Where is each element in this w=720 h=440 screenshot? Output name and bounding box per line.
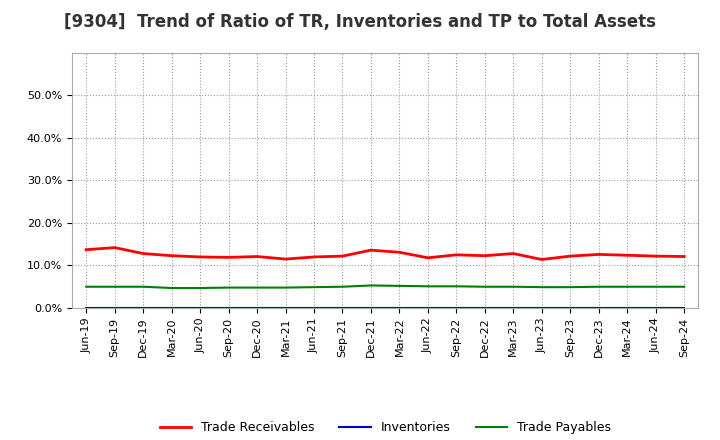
Trade Payables <box>225 285 233 290</box>
Trade Payables <box>566 285 575 290</box>
Trade Receivables <box>253 254 261 259</box>
Trade Receivables <box>652 253 660 259</box>
Inventories <box>110 305 119 310</box>
Trade Receivables <box>509 251 518 256</box>
Trade Payables <box>167 286 176 291</box>
Inventories <box>480 305 489 310</box>
Inventories <box>253 305 261 310</box>
Inventories <box>310 305 318 310</box>
Trade Payables <box>110 284 119 290</box>
Trade Receivables <box>110 245 119 250</box>
Inventories <box>366 305 375 310</box>
Trade Payables <box>139 284 148 290</box>
Line: Trade Payables: Trade Payables <box>86 286 684 288</box>
Inventories <box>537 305 546 310</box>
Trade Payables <box>423 284 432 289</box>
Trade Receivables <box>395 249 404 255</box>
Trade Payables <box>509 284 518 290</box>
Trade Receivables <box>282 257 290 262</box>
Trade Receivables <box>680 254 688 259</box>
Trade Receivables <box>366 248 375 253</box>
Trade Receivables <box>310 254 318 260</box>
Trade Payables <box>623 284 631 290</box>
Inventories <box>196 305 204 310</box>
Trade Payables <box>452 284 461 289</box>
Inventories <box>282 305 290 310</box>
Trade Receivables <box>338 253 347 259</box>
Trade Payables <box>395 283 404 289</box>
Trade Payables <box>82 284 91 290</box>
Inventories <box>680 305 688 310</box>
Trade Payables <box>537 285 546 290</box>
Trade Receivables <box>452 252 461 257</box>
Trade Payables <box>595 284 603 290</box>
Inventories <box>338 305 347 310</box>
Trade Receivables <box>566 253 575 259</box>
Inventories <box>452 305 461 310</box>
Trade Payables <box>282 285 290 290</box>
Trade Payables <box>338 284 347 290</box>
Trade Receivables <box>595 252 603 257</box>
Inventories <box>595 305 603 310</box>
Inventories <box>139 305 148 310</box>
Trade Payables <box>253 285 261 290</box>
Trade Payables <box>196 286 204 291</box>
Trade Payables <box>680 284 688 290</box>
Trade Payables <box>480 284 489 290</box>
Inventories <box>623 305 631 310</box>
Trade Receivables <box>623 253 631 258</box>
Inventories <box>225 305 233 310</box>
Line: Trade Receivables: Trade Receivables <box>86 248 684 260</box>
Trade Receivables <box>139 251 148 256</box>
Text: [9304]  Trend of Ratio of TR, Inventories and TP to Total Assets: [9304] Trend of Ratio of TR, Inventories… <box>64 13 656 31</box>
Inventories <box>82 305 91 310</box>
Trade Payables <box>366 283 375 288</box>
Trade Receivables <box>225 255 233 260</box>
Inventories <box>566 305 575 310</box>
Inventories <box>509 305 518 310</box>
Inventories <box>395 305 404 310</box>
Trade Receivables <box>480 253 489 258</box>
Trade Receivables <box>537 257 546 262</box>
Inventories <box>423 305 432 310</box>
Trade Receivables <box>423 255 432 260</box>
Inventories <box>167 305 176 310</box>
Trade Receivables <box>196 254 204 260</box>
Trade Payables <box>310 285 318 290</box>
Trade Receivables <box>82 247 91 253</box>
Trade Payables <box>652 284 660 290</box>
Inventories <box>652 305 660 310</box>
Trade Receivables <box>167 253 176 258</box>
Legend: Trade Receivables, Inventories, Trade Payables: Trade Receivables, Inventories, Trade Pa… <box>160 422 611 434</box>
